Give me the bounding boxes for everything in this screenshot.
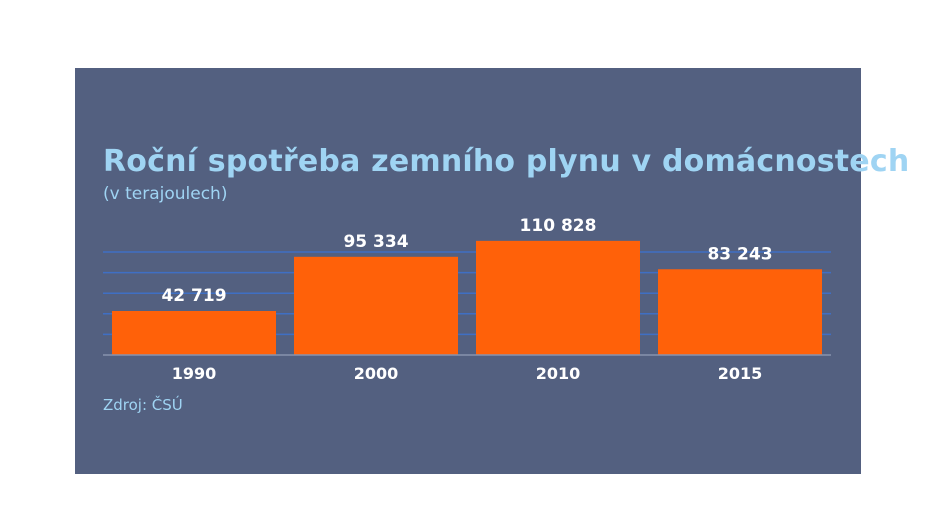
chart-subtitle: (v terajoulech)	[103, 184, 228, 204]
value-label: 95 334	[343, 232, 408, 252]
x-tick-label: 1990	[172, 364, 217, 383]
value-label: 110 828	[520, 216, 597, 236]
chart-source: Zdroj: ČSÚ	[103, 396, 183, 414]
x-tick-label: 2000	[354, 364, 399, 383]
x-tick-label: 2015	[718, 364, 763, 383]
bar-2015	[658, 269, 822, 355]
bar-1990	[112, 310, 276, 355]
value-label: 83 243	[707, 244, 772, 264]
value-label: 42 719	[161, 286, 226, 306]
bar-2010	[476, 240, 640, 355]
x-tick-label: 2010	[536, 364, 581, 383]
chart-panel: Roční spotřeba zemního plynu v domácnost…	[75, 68, 909, 474]
bar-chart: 42 719 1990 95 334 2000 110 828 2010 83 243 201…	[103, 216, 831, 383]
bar-2000	[294, 256, 458, 355]
chart-title: Roční spotřeba zemního plynu v domácnost…	[103, 144, 910, 179]
